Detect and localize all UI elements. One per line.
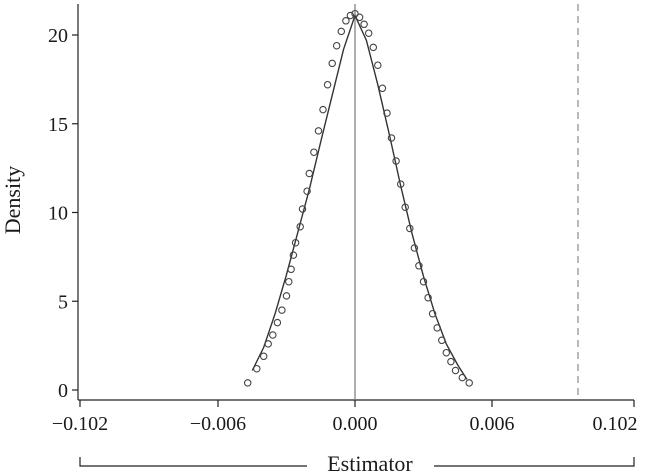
density-point <box>438 336 446 345</box>
density-point <box>323 80 332 89</box>
density-point <box>278 306 286 314</box>
density-point <box>273 318 282 327</box>
fitted-density-curve <box>251 13 468 380</box>
density-point <box>458 373 467 382</box>
density-point <box>259 352 268 361</box>
density-point <box>415 262 423 270</box>
density-point <box>351 9 359 18</box>
density-point <box>387 134 396 142</box>
density-point <box>424 293 432 302</box>
density-point <box>332 41 341 50</box>
density-point <box>447 357 455 366</box>
density-point <box>410 244 419 252</box>
density-point <box>253 364 261 373</box>
y-tick-label: 10 <box>48 203 68 225</box>
axes: 0 5 10 15 20 −0.102 −0.006 0.000 0.006 0.102 <box>48 4 638 467</box>
density-point <box>269 331 277 339</box>
density-point <box>243 379 252 387</box>
x-axis-label: Estimator <box>327 451 413 475</box>
density-point <box>289 251 298 259</box>
density-point <box>328 59 336 68</box>
fitted-curve-layer <box>251 13 468 380</box>
x-tick-label: −0.102 <box>52 413 108 435</box>
density-point <box>442 348 451 357</box>
density-point <box>342 17 350 25</box>
labels: Density Estimator <box>0 166 413 475</box>
y-tick-label: 0 <box>58 380 68 402</box>
density-point <box>419 277 428 286</box>
density-point <box>337 27 346 36</box>
density-point <box>319 105 327 114</box>
y-tick-label: 20 <box>48 25 68 47</box>
density-point <box>298 205 307 213</box>
density-point <box>465 379 473 387</box>
x-tick-label: −0.006 <box>190 413 246 435</box>
density-point <box>428 309 437 318</box>
density-point <box>314 127 323 135</box>
density-point <box>369 43 378 52</box>
density-point <box>310 148 318 156</box>
density-point <box>401 203 409 211</box>
density-point <box>264 340 272 348</box>
density-point <box>392 157 400 165</box>
density-point <box>396 180 405 188</box>
density-point <box>433 324 441 332</box>
density-point <box>374 61 382 69</box>
density-point <box>346 11 355 20</box>
x-bracket-left <box>79 457 307 467</box>
density-point <box>383 109 391 117</box>
density-point <box>355 13 364 22</box>
x-bracket-right <box>434 457 635 467</box>
x-tick-label: 0.000 <box>333 413 378 435</box>
density-point <box>364 29 373 37</box>
density-point <box>296 222 304 231</box>
y-tick-label: 5 <box>58 291 68 313</box>
density-point <box>285 277 293 286</box>
reference-lines <box>354 4 579 400</box>
density-point <box>406 224 414 233</box>
y-axis-label: Density <box>0 166 25 234</box>
density-point <box>287 265 295 274</box>
density-points-layer <box>243 9 473 387</box>
density-point <box>378 84 387 93</box>
density-point <box>360 20 368 29</box>
density-point <box>291 238 300 247</box>
density-point <box>282 292 291 300</box>
density-point <box>451 366 460 375</box>
x-tick-label: 0.102 <box>593 413 638 435</box>
density-point <box>303 187 311 195</box>
x-tick-label: 0.006 <box>470 413 515 435</box>
y-tick-label: 15 <box>48 114 68 136</box>
density-point <box>305 169 314 178</box>
